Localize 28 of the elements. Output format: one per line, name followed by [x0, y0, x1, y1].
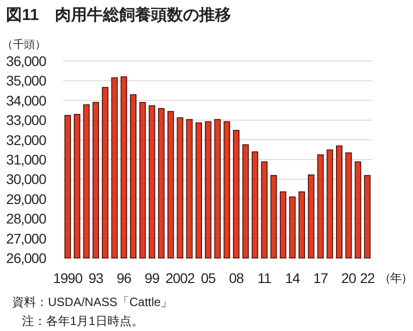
text: 注：各年1月1日時点。	[22, 314, 144, 328]
y-tick-label: 33,000	[6, 112, 47, 128]
x-axis-title: （年）	[379, 271, 412, 285]
text: 資料：USDA/NASS「Cattle」	[12, 295, 173, 309]
y-tick-label: 31,000	[6, 152, 47, 168]
y-axis-title: （千頭）	[2, 38, 46, 51]
x-tick-label: 99	[144, 270, 160, 286]
y-tick-label: 27,000	[6, 230, 47, 246]
x-tick-label: 20	[341, 270, 357, 286]
chart-title: 図11 肉用牛総飼養頭数の推移	[6, 6, 231, 24]
x-tick-label: 14	[285, 270, 300, 286]
y-tick-label: 29,000	[6, 190, 47, 207]
y-tick-label: 36,000	[6, 53, 47, 69]
y-tick-label: 32,000	[6, 132, 47, 148]
y-tick-label: 34,000	[6, 92, 47, 108]
x-tick-label: 08	[228, 270, 244, 286]
x-tick-label: 05	[200, 270, 216, 286]
x-tick-label: 93	[88, 270, 104, 286]
y-tick-label: 35,000	[6, 72, 47, 89]
x-tick-label: 11	[258, 270, 272, 286]
x-tick-label: 1990	[53, 270, 83, 286]
x-tick-label: 17	[313, 270, 328, 286]
y-tick-label: 30,000	[6, 171, 47, 188]
y-tick-label: 26,000	[6, 250, 47, 266]
x-tick-label: 96	[116, 270, 132, 286]
x-tick-label: 2002	[165, 270, 196, 286]
y-tick-label: 28,000	[6, 210, 47, 227]
x-tick-label: 22	[360, 270, 376, 286]
